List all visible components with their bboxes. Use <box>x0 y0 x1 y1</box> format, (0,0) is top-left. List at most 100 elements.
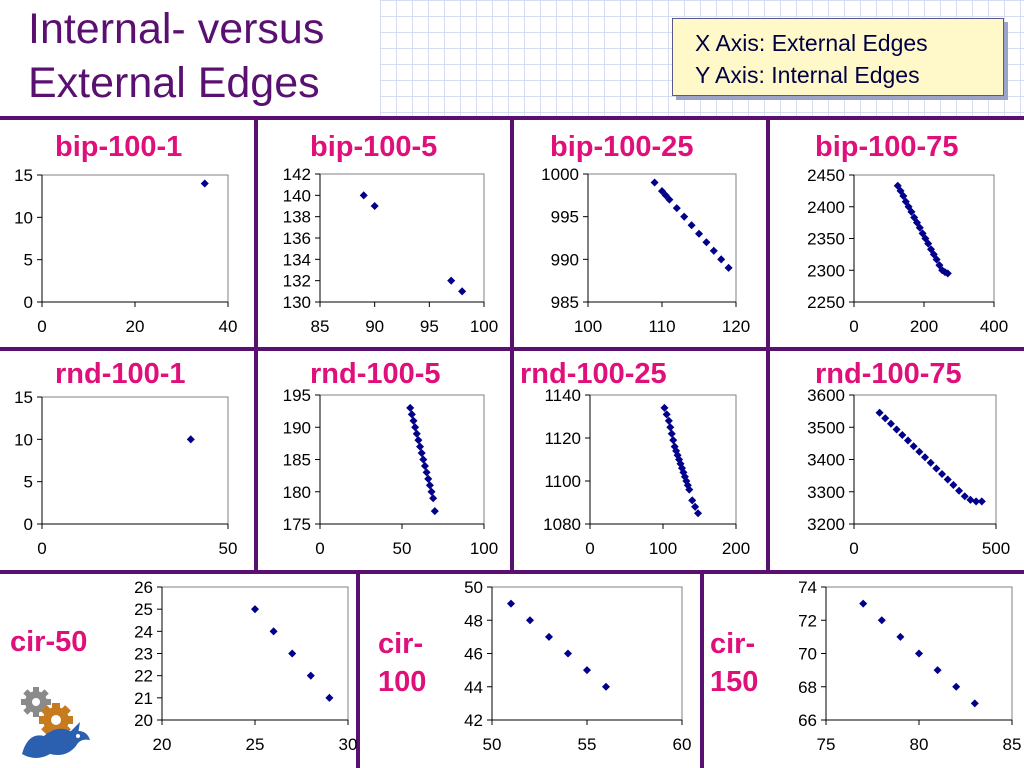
data-point <box>896 186 905 195</box>
data-point <box>269 627 278 636</box>
x-tick-label: 100 <box>470 539 498 558</box>
data-point <box>960 492 969 501</box>
data-point <box>582 666 592 675</box>
y-tick-label: 142 <box>283 165 311 184</box>
panel-title-bip-100-1: bip-100-1 <box>55 131 183 163</box>
data-point <box>932 255 941 264</box>
x-tick-label: 0 <box>849 317 858 336</box>
data-point <box>709 246 718 255</box>
x-tick-label: 200 <box>722 539 750 558</box>
chart-bip-100-1: 0 5 10 15 0 20 40 <box>14 166 238 336</box>
x-tick-label: 0 <box>849 539 858 558</box>
chart-bip-100-5: 130 132 134 136 138 140 142 85 90 95 100 <box>283 165 499 336</box>
data-point <box>949 480 958 490</box>
data-point <box>667 429 676 438</box>
x-tick-label: 200 <box>910 317 938 336</box>
x-tick-label: 95 <box>420 317 439 336</box>
data-point <box>666 423 675 432</box>
y-tick-label: 15 <box>14 166 33 185</box>
data-point <box>694 229 704 238</box>
x-tick-label: 55 <box>578 735 597 754</box>
y-tick-label: 46 <box>464 645 483 664</box>
y-tick-label: 136 <box>283 229 311 248</box>
y-tick-label: 995 <box>551 208 579 227</box>
x-tick-label: 75 <box>817 735 836 754</box>
y-tick-label: 0 <box>24 515 33 534</box>
label-cir-150-line1: cir- <box>710 628 756 660</box>
data-point <box>306 671 315 680</box>
x-tick-label: 0 <box>37 539 46 558</box>
label-cir-150-line2: 150 <box>710 666 759 698</box>
data-point <box>429 494 438 503</box>
data-point <box>325 693 334 702</box>
x-tick-label: 30 <box>339 735 358 754</box>
chart-rnd-100-1: 0 5 10 15 0 50 <box>14 388 237 558</box>
chart-rnd-100-25: 1080 1100 1120 1140 0 100 200 <box>543 386 750 558</box>
divider-col-2 <box>510 116 514 574</box>
plot-area <box>319 394 485 525</box>
y-tick-label: 2450 <box>807 166 845 185</box>
data-point <box>288 649 297 658</box>
y-tick-label: 3400 <box>807 451 845 470</box>
x-tick-label: 90 <box>365 317 384 336</box>
x-tick-label: 100 <box>574 317 602 336</box>
data-point <box>881 414 890 423</box>
x-tick-label: 120 <box>722 317 750 336</box>
data-point <box>664 416 673 425</box>
y-tick-label: 2300 <box>807 261 845 280</box>
y-tick-label: 74 <box>798 578 817 597</box>
data-point <box>458 287 467 296</box>
slide-title: Internal- versus External Edges <box>28 2 324 110</box>
y-tick-label: 985 <box>551 293 579 312</box>
y-tick-label: 3300 <box>807 483 845 502</box>
x-tick-label: 50 <box>393 539 412 558</box>
title-line-1: Internal- versus <box>28 5 325 53</box>
data-point <box>717 255 726 264</box>
data-point <box>909 442 918 451</box>
data-point <box>661 191 670 200</box>
x-tick-label: 40 <box>219 317 238 336</box>
data-point <box>419 455 428 464</box>
data-point <box>447 276 456 285</box>
data-point <box>938 469 947 479</box>
y-tick-label: 134 <box>283 250 311 269</box>
data-point <box>952 682 961 691</box>
chart-cir-100: 42 44 46 48 50 50 55 60 <box>464 578 691 754</box>
data-point <box>972 497 981 506</box>
data-point <box>910 213 919 222</box>
y-tick-label: 990 <box>551 250 579 269</box>
data-point <box>898 430 907 440</box>
y-tick-label: 20 <box>134 711 153 730</box>
data-point <box>924 239 933 248</box>
y-tick-label: 22 <box>134 667 153 686</box>
label-cir-100-line2: 100 <box>378 666 427 698</box>
data-point <box>359 191 368 200</box>
data-point <box>691 502 700 511</box>
data-point <box>903 436 912 445</box>
y-tick-label: 1080 <box>543 515 581 534</box>
x-tick-label: 0 <box>37 317 46 336</box>
data-point <box>407 410 416 419</box>
data-point <box>918 229 927 238</box>
y-tick-label: 70 <box>798 645 817 664</box>
data-point <box>955 486 964 495</box>
data-point <box>370 201 379 211</box>
gear-dragon-logo-icon <box>21 687 90 758</box>
data-point <box>427 487 436 496</box>
data-point <box>702 238 711 247</box>
chart-rnd-100-5: 175 180 185 190 195 0 50 100 <box>283 386 499 558</box>
data-point <box>417 449 426 458</box>
data-point <box>935 261 944 270</box>
x-tick-label: 100 <box>470 317 498 336</box>
x-tick-label: 20 <box>126 317 145 336</box>
y-tick-label: 175 <box>283 515 311 534</box>
panel-title-rnd-100-1: rnd-100-1 <box>55 358 186 390</box>
y-tick-label: 2400 <box>807 198 845 217</box>
y-tick-label: 68 <box>798 678 817 697</box>
chart-bip-100-75: 2250 2300 2350 2400 2450 0 200 400 <box>807 166 1008 336</box>
y-tick-label: 1140 <box>544 386 581 405</box>
data-point <box>669 436 678 445</box>
data-point <box>899 191 908 200</box>
data-point <box>650 178 659 187</box>
y-tick-label: 140 <box>283 186 311 205</box>
